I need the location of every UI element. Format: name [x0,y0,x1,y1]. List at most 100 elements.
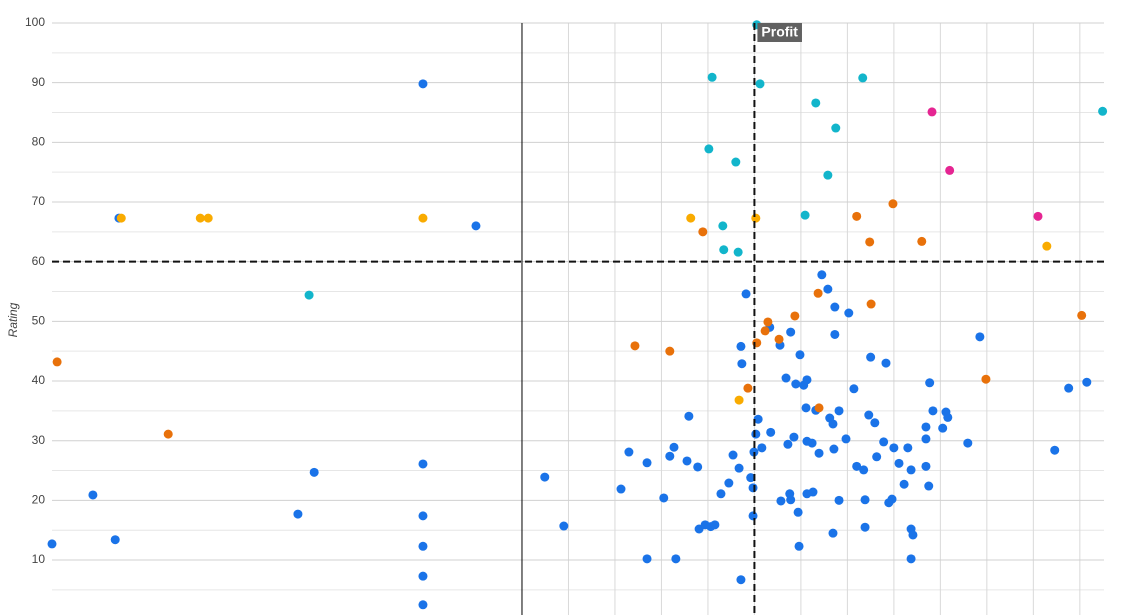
point [776,496,786,506]
point [418,511,428,521]
point [921,461,931,471]
y-tick-label: 40 [32,373,46,387]
point [418,459,428,469]
point [471,221,481,231]
point [894,458,904,468]
point [630,341,640,351]
point [938,423,948,433]
point [203,213,213,223]
point [781,373,791,383]
point [908,530,918,540]
point [418,600,428,610]
point [800,210,810,220]
point [807,438,817,448]
point [888,199,898,209]
point [879,437,889,447]
y-tick-label: 10 [32,552,46,566]
point [418,79,428,89]
point [707,72,717,82]
y-tick-label: 90 [32,75,46,89]
point [811,98,821,108]
point [808,487,818,497]
point [925,378,935,388]
point [760,326,770,336]
point [748,511,758,521]
y-tick-label: 60 [32,254,46,268]
point [834,406,844,416]
point [823,284,833,294]
point [881,358,891,368]
point [1098,106,1108,116]
point [642,554,652,564]
point [844,308,854,318]
point [817,270,827,280]
point [110,535,120,545]
point [734,463,744,473]
point [852,211,862,221]
point [834,495,844,505]
point [741,289,751,299]
point [665,451,675,461]
point [116,213,126,223]
point [899,479,909,489]
point [704,144,714,154]
point [624,447,634,457]
point [753,414,763,424]
point [616,484,626,494]
point [945,165,955,175]
point [927,107,937,117]
point [736,341,746,351]
point [783,439,793,449]
point [665,346,675,356]
y-tick-label: 70 [32,194,46,208]
point [1050,445,1060,455]
point [921,422,931,432]
point [757,443,767,453]
point [195,213,205,223]
point [975,332,985,342]
point [859,465,869,475]
point [751,213,761,223]
point [682,456,692,466]
point [671,554,681,564]
point [866,299,876,309]
point [860,495,870,505]
point [829,444,839,454]
point [860,522,870,532]
point [733,247,743,257]
point [774,334,784,344]
point [865,237,875,247]
point [852,461,862,471]
point [743,383,753,393]
point [1064,383,1074,393]
point [746,473,756,483]
point [540,472,550,482]
point [921,434,931,444]
point [870,418,880,428]
point [766,427,776,437]
y-axis-label: Rating [6,302,20,337]
point [418,541,428,551]
point [928,406,938,416]
point [802,375,812,385]
point [1082,377,1092,387]
point [849,384,859,394]
point [791,379,801,389]
y-tick-label: 100 [25,15,45,29]
point [163,429,173,439]
point [831,123,841,133]
point [88,490,98,500]
reference-label-box [757,23,802,42]
point [755,79,765,89]
point [1077,310,1087,320]
point [786,327,796,337]
point [823,170,833,180]
point [763,317,773,327]
point [801,403,811,413]
point [830,302,840,312]
point [693,462,703,472]
point [309,467,319,477]
point [793,507,803,517]
point [734,395,744,405]
